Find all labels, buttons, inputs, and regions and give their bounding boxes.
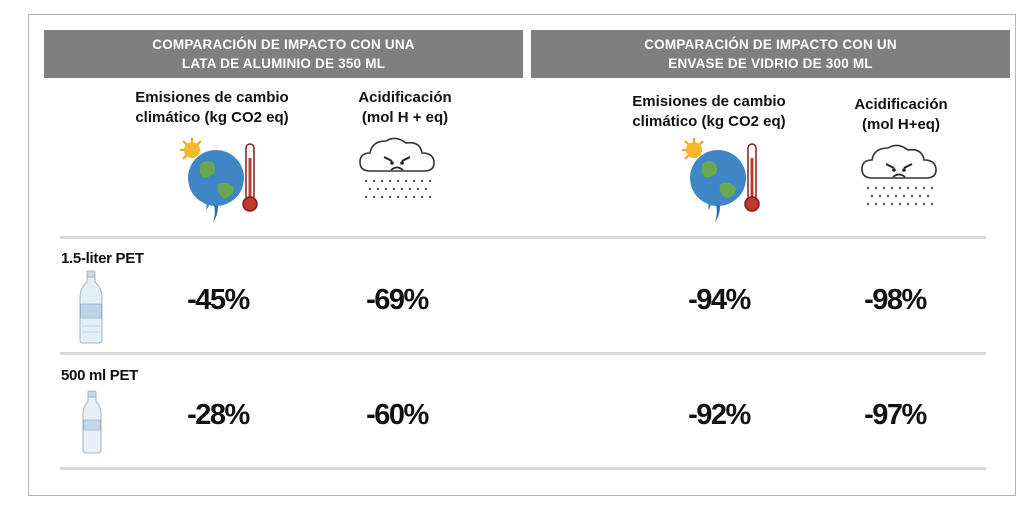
glass-acid-header: Acidificación (mol H+eq) — [836, 95, 966, 135]
glass-acid-line2: (mol H+eq) — [862, 116, 940, 133]
can-header-line1: COMPARACIÓN DE IMPACTO CON UNA — [152, 37, 415, 52]
can-comparison-header: COMPARACIÓN DE IMPACTO CON UNA LATA DE A… — [44, 30, 523, 78]
value-can-climate-1.5l: -45% — [187, 284, 250, 316]
glass-climate-line2: climático (kg CO2 eq) — [632, 113, 786, 130]
can-acid-line2: (mol H + eq) — [361, 109, 449, 126]
acid-rain-cloud-icon — [861, 144, 937, 206]
glass-header-line2: ENVASE DE VIDRIO DE 300 ML — [668, 56, 873, 71]
glass-acid-line1: Acidificación — [854, 96, 948, 113]
can-climate-line2: climático (kg CO2 eq) — [135, 109, 289, 126]
value-glass-acid-1.5l: -98% — [864, 284, 927, 316]
water-bottle-icon — [82, 390, 102, 454]
acid-rain-cloud-icon — [359, 137, 435, 199]
value-glass-climate-1.5l: -94% — [688, 284, 751, 316]
row-label-500ml-pet: 500 ml PET — [61, 367, 139, 384]
row-divider — [60, 467, 986, 470]
can-acid-line1: Acidificación — [358, 89, 452, 106]
glass-climate-header: Emisiones de cambio climático (kg CO2 eq… — [609, 92, 809, 132]
value-can-acid-500ml: -60% — [366, 399, 429, 431]
value-glass-climate-500ml: -92% — [688, 399, 751, 431]
row-label-1.5l-pet: 1.5-liter PET — [61, 250, 144, 267]
glass-climate-line1: Emisiones de cambio — [632, 93, 786, 110]
value-glass-acid-500ml: -97% — [864, 399, 927, 431]
value-can-acid-1.5l: -69% — [366, 284, 429, 316]
can-climate-header: Emisiones de cambio climático (kg CO2 eq… — [112, 88, 312, 128]
can-acid-header: Acidificación (mol H + eq) — [340, 88, 470, 128]
can-header-line2: LATA DE ALUMINIO DE 350 ML — [181, 56, 386, 71]
infographic-frame — [28, 14, 1016, 496]
globe-thermometer-icon — [180, 138, 258, 222]
glass-comparison-header: COMPARACIÓN DE IMPACTO CON UN ENVASE DE … — [531, 30, 1010, 78]
glass-header-line1: COMPARACIÓN DE IMPACTO CON UN — [644, 37, 897, 52]
globe-thermometer-icon — [682, 138, 760, 222]
row-divider — [60, 352, 986, 355]
water-bottle-icon — [79, 270, 103, 344]
can-climate-line1: Emisiones de cambio — [135, 89, 289, 106]
row-divider — [60, 236, 986, 239]
value-can-climate-500ml: -28% — [187, 399, 250, 431]
